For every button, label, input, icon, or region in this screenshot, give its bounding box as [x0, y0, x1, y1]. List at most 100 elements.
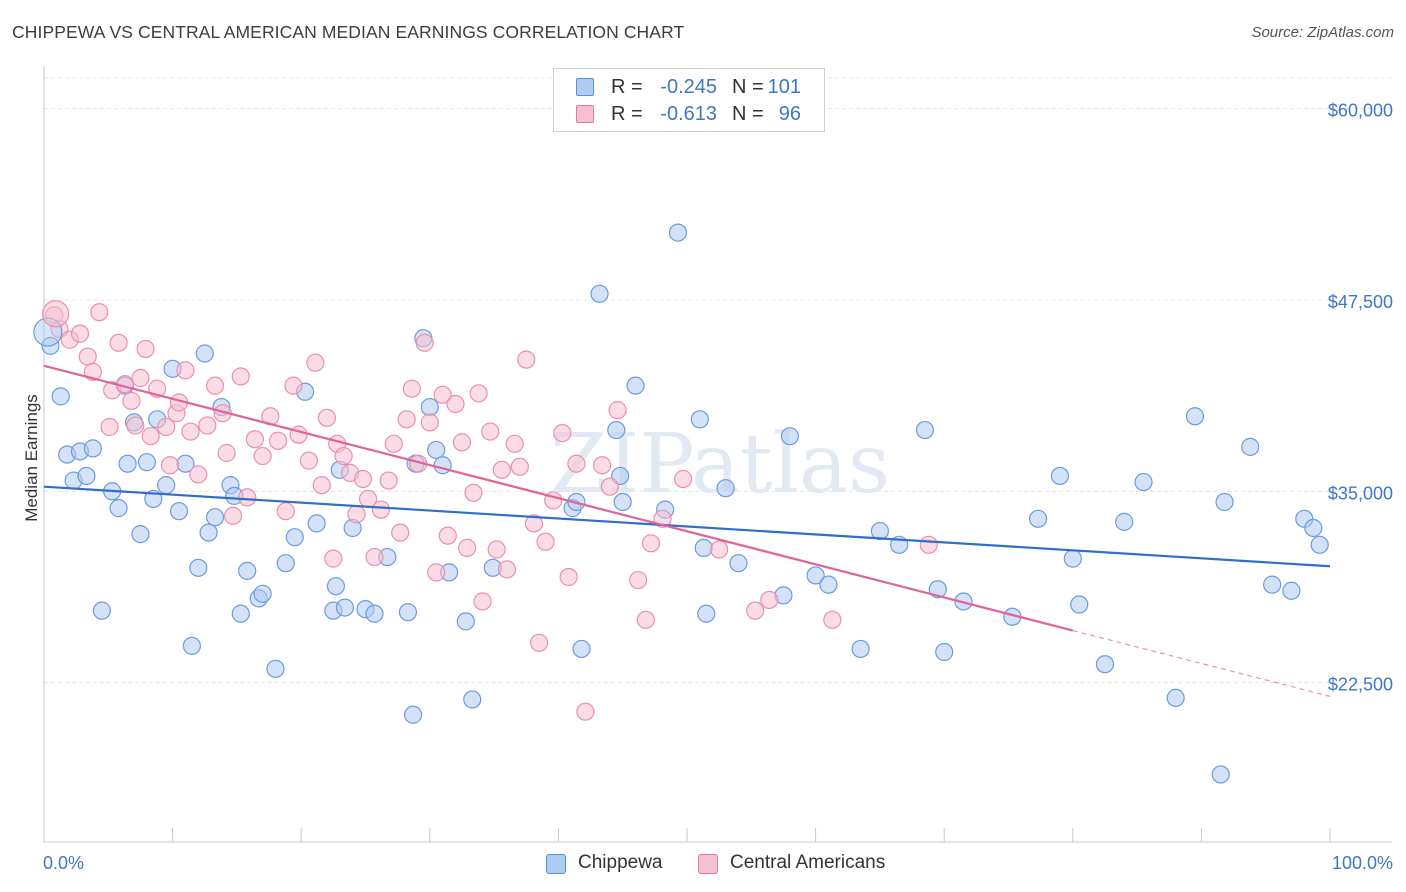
chippewa-point [780, 427, 799, 446]
central-americans-point [109, 333, 128, 352]
central-americans-point [433, 385, 452, 404]
chippewa-legend-swatch [546, 854, 566, 874]
central-americans-point [760, 590, 779, 610]
central-americans-point [492, 460, 511, 479]
central-americans-point [231, 367, 250, 386]
central-americans-point [469, 384, 488, 403]
y-tick-label: $22,500 [1328, 675, 1393, 695]
central-americans-point [427, 563, 446, 582]
central-americans-point [217, 443, 236, 463]
central-americans-point [189, 465, 208, 484]
chippewa-point [1310, 535, 1329, 554]
chippewa-point [1050, 466, 1070, 486]
central-americans-point [397, 410, 416, 429]
central-americans-point [600, 477, 619, 496]
central-americans-point [299, 451, 319, 470]
chippewa-point [307, 514, 326, 533]
chippewa-point [199, 523, 218, 542]
central-americans-point [919, 535, 938, 554]
central-americans-point [136, 339, 155, 359]
chippewa-point [456, 612, 475, 631]
central-americans-point [505, 434, 524, 453]
central-americans-point [487, 540, 506, 559]
central-americans-point [497, 560, 517, 579]
chippewa-point [1185, 407, 1205, 426]
chippewa-point [109, 499, 128, 518]
chippewa-point [195, 344, 214, 363]
central-americans-point [78, 347, 97, 366]
x-tick-label: 0.0% [43, 853, 84, 873]
central-americans-legend-swatch [698, 854, 718, 874]
chippewa-point [590, 284, 609, 303]
central-americans-point [641, 534, 661, 553]
chippewa-point [690, 410, 709, 429]
central-americans-cluster-point [41, 300, 70, 328]
chippewa-point [403, 705, 423, 724]
central-americans-point [510, 457, 529, 476]
trend-lines [43, 364, 1331, 697]
chippewa-point [1241, 437, 1260, 456]
central-americans-point [181, 422, 200, 441]
axis-labels: $22,500 $35,000 $47,500 $60,000 0.0% 100.0% Me… [22, 101, 1393, 873]
central-americans-point [70, 324, 90, 343]
central-americans-point [245, 430, 265, 449]
chippewa-point [729, 554, 748, 573]
chippewa-point [182, 636, 201, 655]
chippewa-point [285, 528, 304, 547]
y-tick-label: $60,000 [1328, 101, 1393, 121]
central-americans-point [347, 505, 366, 524]
chippewa-point [1063, 549, 1082, 568]
central-americans-point [317, 408, 337, 427]
central-americans-point [90, 303, 109, 322]
central-americans-point [284, 376, 303, 395]
central-americans-point [324, 549, 343, 568]
central-americans-point [593, 456, 612, 475]
stats-legend: R = -0.245 N = 101 R = -0.613 N = 96 [553, 68, 825, 132]
chippewa-point [253, 584, 272, 603]
central-americans-swatch [576, 105, 594, 123]
chippewa-point [157, 476, 176, 495]
chippewa-point [1166, 688, 1185, 707]
central-americans-point [553, 424, 572, 443]
central-americans-point [306, 353, 325, 372]
axes [43, 66, 1392, 843]
central-americans-point [198, 416, 217, 435]
central-americans-point [334, 446, 353, 466]
data-points [33, 223, 1329, 784]
chippewa-point [131, 525, 150, 544]
chippewa-point [806, 566, 825, 585]
central-americans-point [710, 540, 729, 559]
chippewa-swatch [576, 78, 594, 96]
x-tick-label: 100.0% [1332, 853, 1393, 873]
y-tick-label: $35,000 [1328, 483, 1393, 503]
n-value: 96 [778, 103, 801, 125]
central-americans-point [353, 469, 373, 489]
chippewa-point [694, 538, 713, 557]
central-americans-point [100, 417, 119, 437]
central-americans-point [567, 454, 586, 473]
chippewa-point [697, 604, 716, 623]
central-americans-point [122, 391, 141, 411]
chippewa-point [365, 604, 384, 623]
central-americans-point [384, 434, 403, 453]
chippewa-point [1028, 509, 1048, 528]
chippewa-point [1070, 595, 1089, 614]
central-americans-point [157, 417, 176, 437]
chippewa-point [819, 575, 838, 594]
chippewa-point [1282, 581, 1301, 600]
central-americans-point [402, 379, 421, 398]
chippewa-point [1134, 472, 1153, 492]
central-americans-point [674, 469, 693, 489]
chippewa-point [266, 659, 285, 678]
central-americans-point [536, 532, 555, 551]
chippewa-point [137, 453, 156, 472]
central-americans-point [176, 361, 195, 380]
chippewa-point [626, 376, 645, 395]
chippewa-point [1095, 655, 1115, 674]
y-axis-title: Median Earnings [22, 394, 41, 522]
chippewa-point [935, 642, 954, 662]
y-tick-label: $47,500 [1328, 292, 1393, 312]
chippewa-point [1304, 518, 1323, 538]
legend-row-chippewa: R = -0.245 N = 101 [554, 74, 824, 100]
